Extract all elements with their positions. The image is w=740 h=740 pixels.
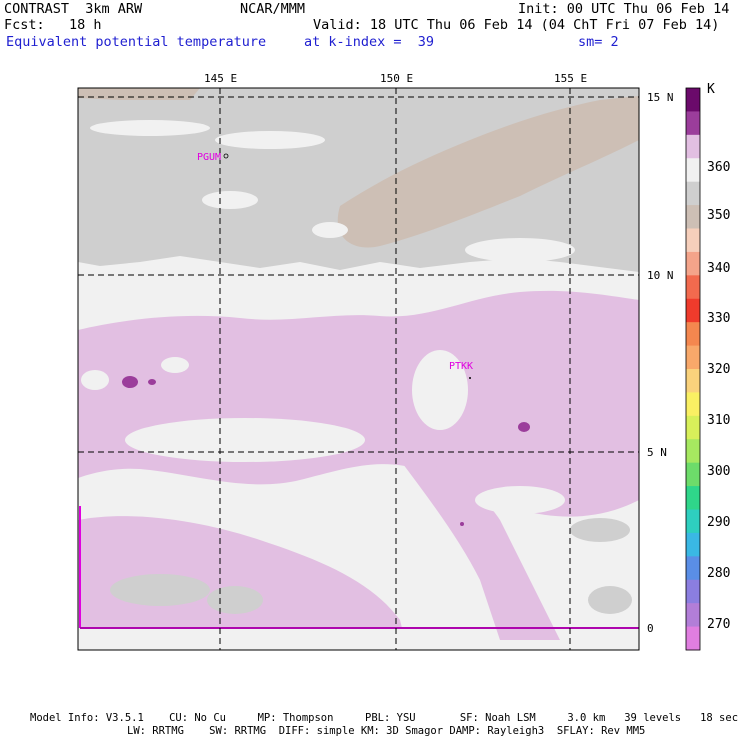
field-370-spot	[518, 422, 530, 432]
model-info-line-2: LW: RRTMG SW: RRTMG DIFF: simple KM: 3D …	[127, 725, 646, 737]
station-label-pgum: PGUM	[197, 152, 222, 163]
field-370-spot	[460, 522, 464, 526]
smoothing-label: sm= 2	[578, 34, 619, 50]
colorbar-label-300: 300	[707, 464, 731, 479]
field-340-patch	[337, 96, 639, 248]
colorbar-swatch	[686, 345, 700, 370]
field-360-south	[400, 460, 560, 640]
colorbar-swatch	[686, 603, 700, 627]
field-gap	[202, 191, 258, 209]
colorbar-label-350: 350	[707, 208, 731, 223]
station-marker-ptkk	[469, 377, 471, 379]
colorbar-label-330: 330	[707, 311, 731, 326]
field-gap	[161, 357, 189, 373]
valid-time: Valid: 18 UTC Thu 06 Feb 14 (04 ChT Fri …	[313, 17, 720, 33]
lat-label-15: 15 N	[647, 91, 674, 104]
colorbar-label-280: 280	[707, 566, 731, 581]
field-370-spot	[122, 376, 138, 388]
colorbar-frame	[685, 87, 701, 651]
init-time: Init: 00 UTC Thu 06 Feb 14	[518, 1, 730, 17]
station-marker-pgum	[223, 153, 229, 159]
field-350-patch	[207, 586, 263, 614]
model-info-line-1: Model Info: V3.5.1 CU: No Cu MP: Thompso…	[30, 712, 739, 724]
field-gap	[412, 350, 468, 430]
colorbar-swatch	[686, 556, 700, 581]
colorbar-swatch	[686, 181, 700, 206]
lon-label-150: 150 E	[380, 72, 414, 85]
level-label: at k-index = 39	[304, 34, 435, 50]
colorbar-swatch	[686, 251, 700, 276]
forecast-hour: Fcst: 18 h	[4, 17, 102, 33]
field-name: Equivalent potential temperature	[6, 34, 267, 50]
field-350-patch	[110, 574, 210, 606]
field-gap	[90, 120, 210, 136]
lon-label-155: 155 E	[554, 72, 588, 85]
colorbar-swatch	[686, 486, 700, 510]
colorbar-swatch	[686, 205, 700, 229]
colorbar-swatch	[686, 111, 700, 136]
colorbar-swatch	[686, 626, 700, 651]
theta-e-field	[78, 88, 639, 650]
colorbar-label-360: 360	[707, 160, 731, 175]
colorbar-label-270: 270	[707, 617, 731, 632]
colorbar-swatch	[686, 532, 700, 557]
colorbar-swatch	[686, 298, 700, 323]
colorbar-swatch	[686, 275, 700, 300]
graticule	[78, 88, 639, 650]
field-350-patch	[570, 518, 630, 542]
map-frame	[77, 87, 640, 651]
colorbar-label-320: 320	[707, 362, 731, 377]
field-gap	[465, 238, 575, 262]
colorbar-swatch	[686, 509, 700, 534]
field-gap	[81, 370, 109, 390]
lon-label-145: 145 E	[204, 72, 238, 85]
lat-label-5: 5 N	[647, 446, 667, 459]
colorbar-label-310: 310	[707, 413, 731, 428]
model-title: CONTRAST 3km ARW	[4, 1, 143, 17]
colorbar-swatch	[686, 228, 700, 253]
colorbar-unit: K	[707, 82, 715, 97]
colorbar-swatch	[686, 134, 700, 159]
colorbar	[685, 87, 701, 651]
field-350-patch	[588, 586, 632, 614]
colorbar-swatch	[686, 579, 700, 604]
colorbar-label-340: 340	[707, 261, 731, 276]
lat-label-10: 10 N	[647, 269, 674, 282]
colorbar-swatch	[686, 88, 700, 112]
colorbar-swatch	[686, 158, 700, 183]
station-label-ptkk: PTKK	[449, 361, 474, 372]
colorbar-swatch	[686, 369, 700, 393]
center-title: NCAR/MMM	[240, 1, 306, 17]
field-gap	[215, 131, 325, 149]
field-gap	[475, 486, 565, 514]
field-370-spot	[148, 379, 156, 385]
colorbar-swatch	[686, 322, 700, 346]
colorbar-swatch	[686, 439, 700, 464]
colorbar-label-290: 290	[707, 515, 731, 530]
colorbar-swatch	[686, 392, 700, 417]
field-gap	[312, 222, 348, 238]
field-gap	[125, 418, 365, 462]
field-340-corner	[78, 88, 200, 100]
colorbar-swatch	[686, 415, 700, 440]
colorbar-swatch	[686, 462, 700, 487]
lat-label-0: 0	[647, 622, 654, 635]
